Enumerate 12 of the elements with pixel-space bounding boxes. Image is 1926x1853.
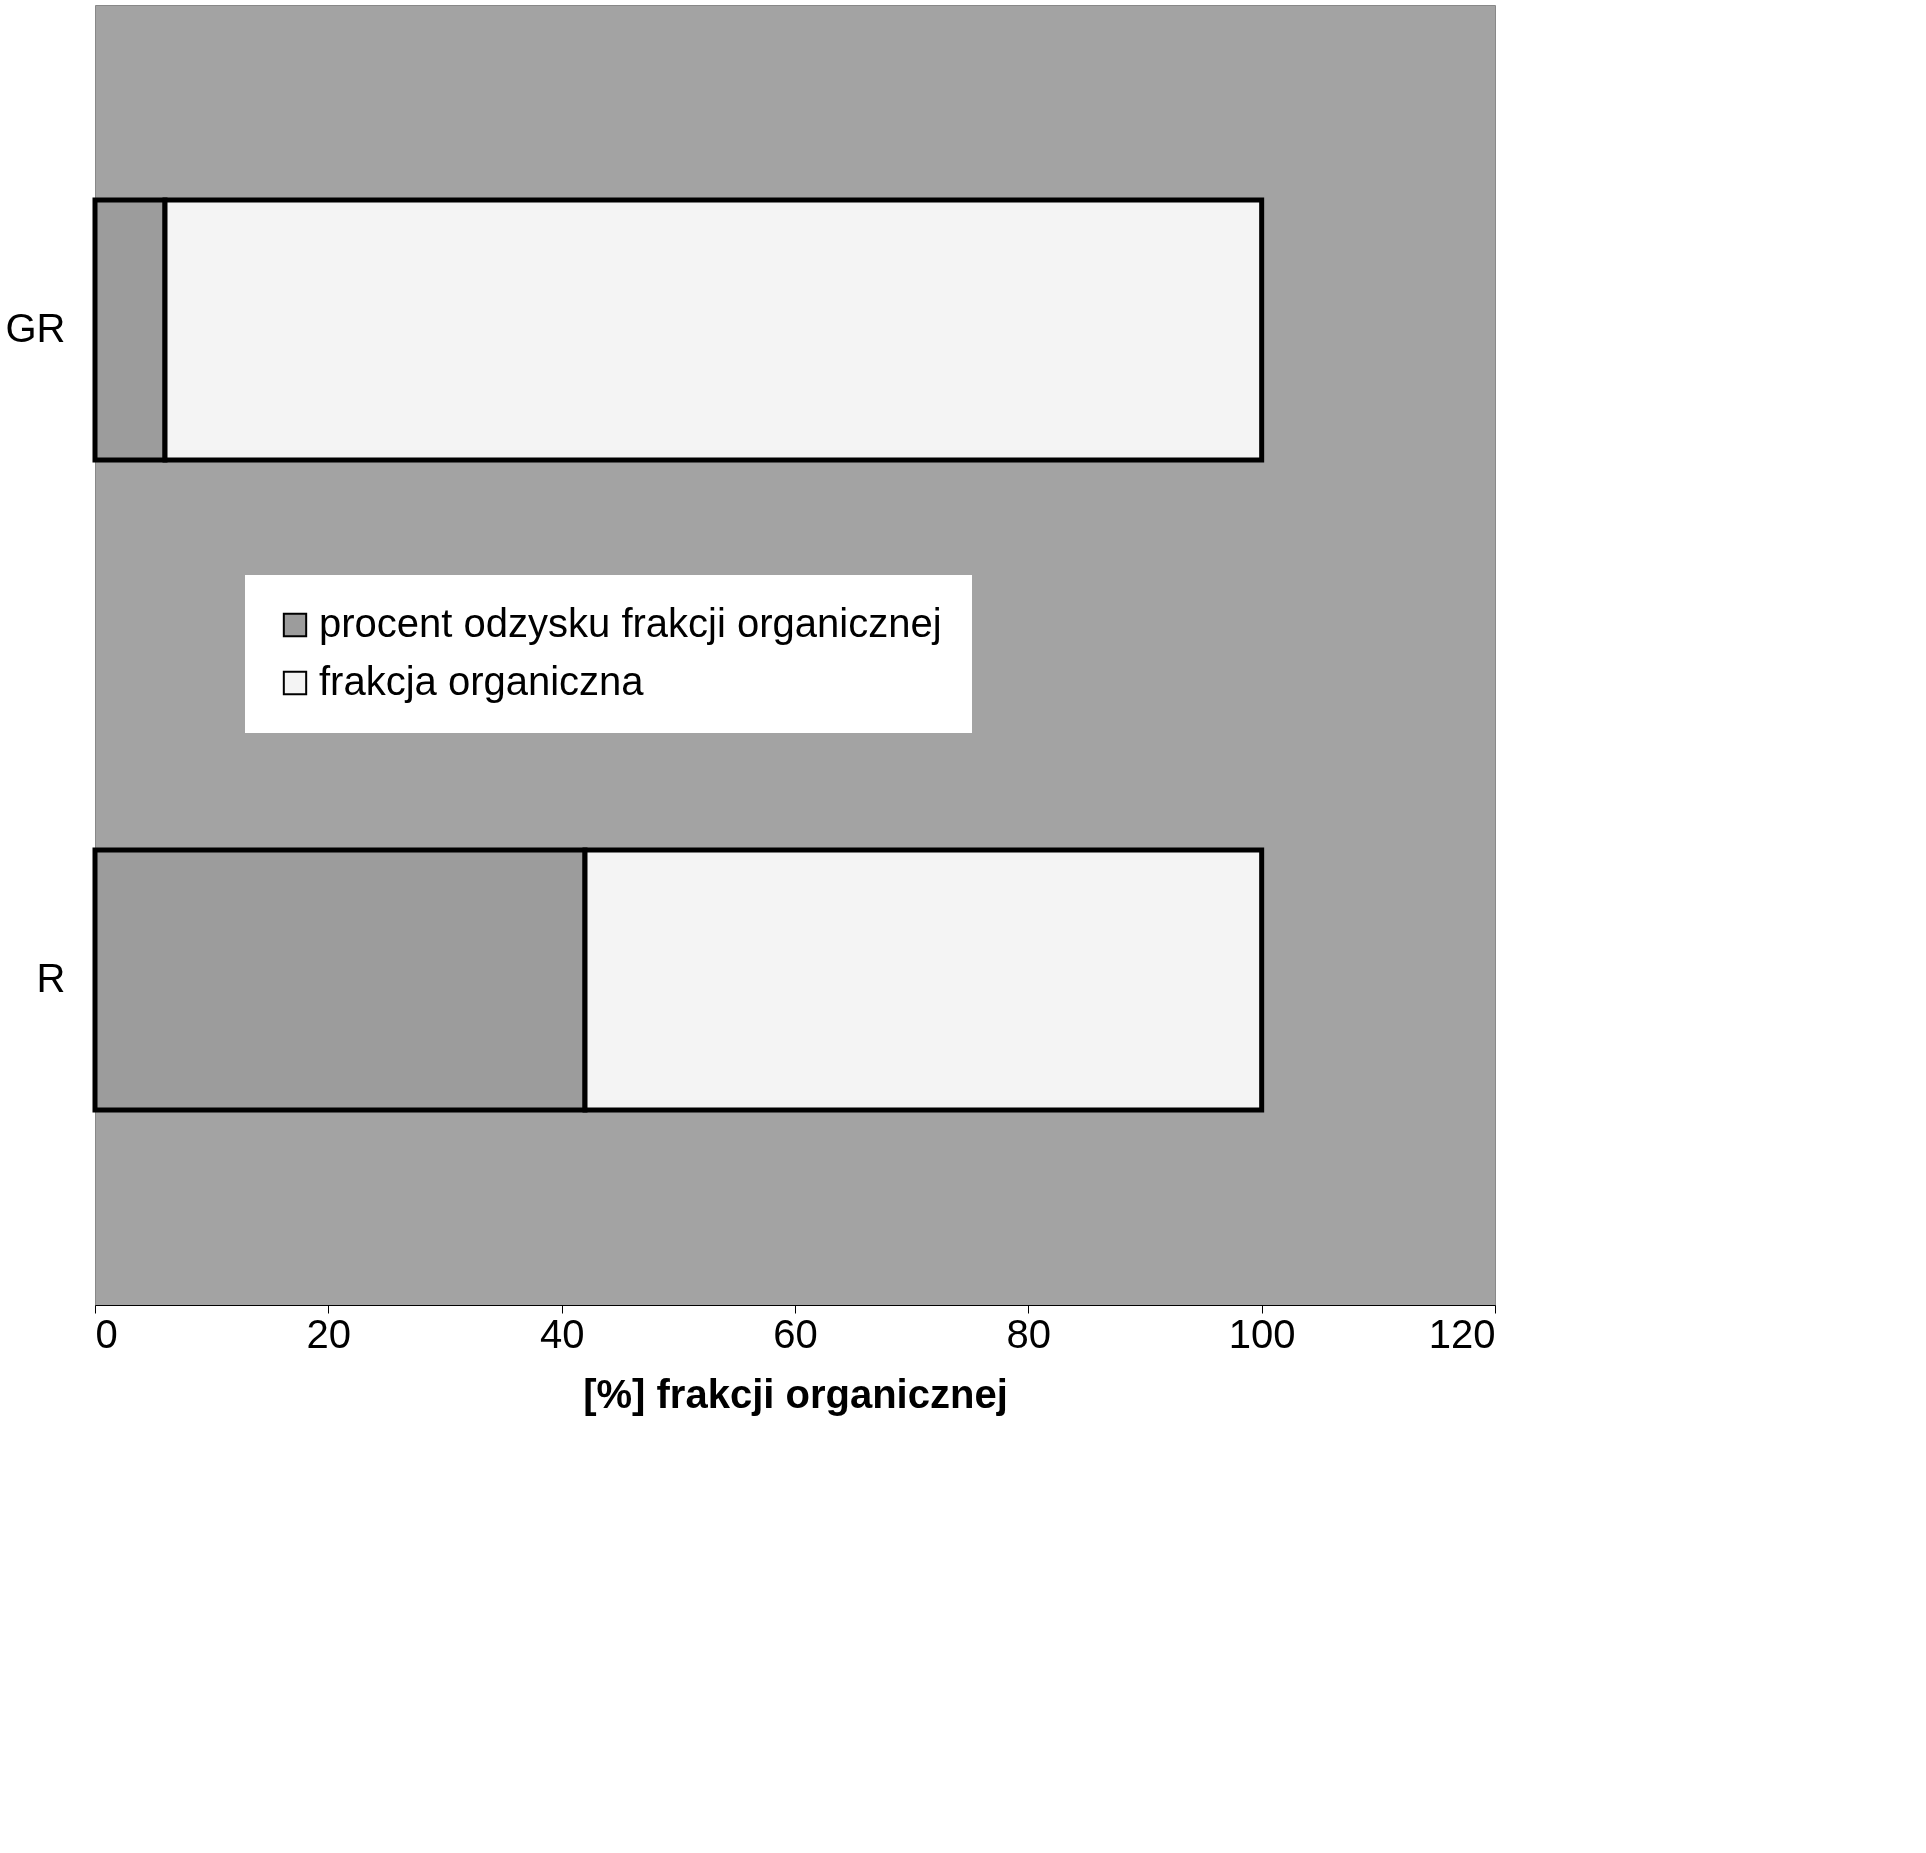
x-tick-label: 120 <box>1428 1311 1496 1356</box>
y-tick-label: R <box>36 956 66 1000</box>
x-tick-label: 80 <box>1006 1311 1052 1356</box>
x-tick-label: 40 <box>539 1311 585 1356</box>
x-tick-label: 60 <box>773 1311 818 1356</box>
x-tick-label: 0 <box>95 1311 118 1356</box>
x-tick-label: 20 <box>306 1311 352 1356</box>
legend-label: frakcja organiczna <box>319 659 645 703</box>
x-tick-label: 100 <box>1228 1311 1296 1356</box>
x-axis-title: [%] frakcji organicznej <box>583 1371 1008 1416</box>
y-tick-label: GR <box>5 306 66 350</box>
legend-label: procent odzysku frakcji organicznej <box>319 601 942 645</box>
